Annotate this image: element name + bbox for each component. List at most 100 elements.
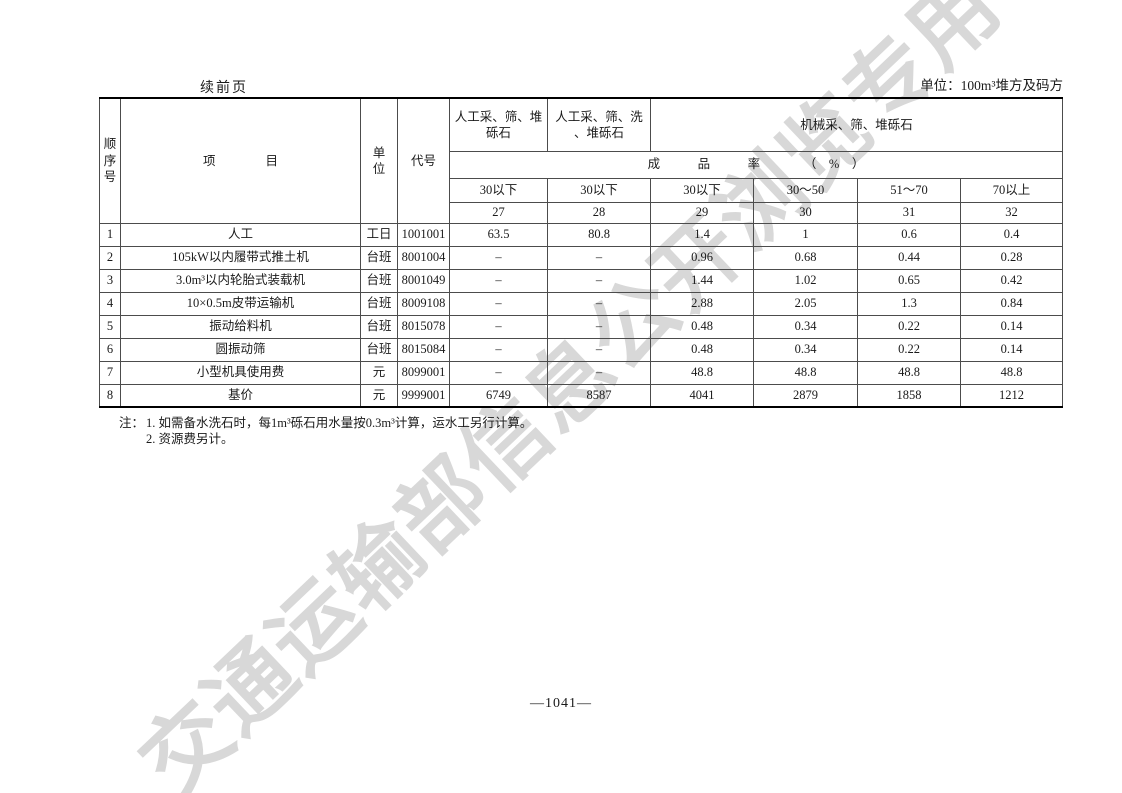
cell-unit: 元 — [360, 360, 398, 385]
colnum-header: 30 — [753, 201, 858, 224]
quota-table: 顺 序 号 项 目 单 位 代号 人工采、筛、堆 砾石 人工采、筛、洗 、堆砾石… — [99, 97, 1064, 408]
cell-value: – — [449, 291, 548, 316]
cell-value: 1.44 — [650, 268, 754, 293]
cell-unit: 工日 — [360, 222, 398, 247]
group-header-manual: 人工采、筛、堆 砾石 — [449, 97, 548, 152]
yield-rate-header: 成 品 率 （ % ） — [448, 150, 1064, 179]
cell-code: 8001049 — [397, 268, 450, 293]
cell-value: 1.4 — [650, 222, 754, 247]
cell-value: 8587 — [547, 383, 651, 408]
cell-item: 人工 — [120, 222, 361, 247]
cell-item: 振动给料机 — [120, 314, 361, 339]
cell-value: 0.28 — [959, 245, 1064, 270]
header-row-rate: 成 品 率 （ % ） — [100, 150, 1064, 179]
table-row: 4 10×0.5m皮带运输机 台班 8009108 – – 2.88 2.05 … — [99, 291, 1064, 316]
cell-code: 8001004 — [397, 245, 450, 270]
cell-value: – — [547, 291, 651, 316]
cell-code: 8099001 — [397, 360, 450, 385]
size-header: 30以下 — [449, 177, 548, 203]
cell-unit: 元 — [360, 383, 398, 408]
cell-seq: 6 — [99, 337, 121, 362]
cell-value: 4041 — [650, 383, 754, 408]
cell-value: 0.34 — [753, 314, 858, 339]
cell-value: 1858 — [857, 383, 961, 408]
table-row: 3 3.0m³以内轮胎式装载机 台班 8001049 – – 1.44 1.02… — [99, 268, 1064, 293]
cell-seq: 4 — [99, 291, 121, 316]
cell-value: 2.05 — [753, 291, 858, 316]
cell-value: 0.6 — [857, 222, 961, 247]
cell-value: – — [449, 268, 548, 293]
cell-unit: 台班 — [360, 268, 398, 293]
group-header-manual-wash: 人工采、筛、洗 、堆砾石 — [547, 97, 651, 152]
cell-value: – — [547, 314, 651, 339]
cell-value: – — [547, 245, 651, 270]
colnum-header: 32 — [959, 201, 1064, 224]
table-row: 7 小型机具使用费 元 8099001 – – 48.8 48.8 48.8 4… — [99, 360, 1064, 385]
cell-value: 1 — [753, 222, 858, 247]
cell-value: 63.5 — [449, 222, 548, 247]
cell-item: 圆振动筛 — [120, 337, 361, 362]
cell-value: 0.48 — [650, 337, 754, 362]
cell-value: 0.84 — [959, 291, 1064, 316]
cell-unit: 台班 — [360, 245, 398, 270]
group-header-machine: 机械采、筛、堆砾石 — [649, 97, 1064, 152]
cell-value: 0.34 — [753, 337, 858, 362]
cell-value: 0.4 — [959, 222, 1064, 247]
cell-value: 48.8 — [650, 360, 754, 385]
cell-item: 10×0.5m皮带运输机 — [120, 291, 361, 316]
cell-seq: 2 — [99, 245, 121, 270]
cell-item: 105kW以内履带式推土机 — [120, 245, 361, 270]
size-header: 30以下 — [547, 177, 651, 203]
table-row: 6 圆振动筛 台班 8015084 – – 0.48 0.34 0.22 0.1… — [99, 337, 1064, 362]
cell-code: 8015084 — [397, 337, 450, 362]
page-number: —1041— — [530, 696, 592, 711]
cell-seq: 8 — [99, 383, 121, 408]
note-line: 2. 资源费另计。 — [146, 432, 234, 446]
notes-block: 注： 1. 如需备水洗石时，每1m³砾石用水量按0.3m³计算，运水工另行计算。… — [119, 415, 532, 447]
note-line: 1. 如需备水洗石时，每1m³砾石用水量按0.3m³计算，运水工另行计算。 — [146, 416, 533, 430]
cell-value: 48.8 — [753, 360, 858, 385]
colnum-header: 29 — [650, 201, 754, 224]
code-column-header: 代号 — [397, 97, 450, 224]
cell-value: – — [547, 360, 651, 385]
table-row: 8 基价 元 9999001 6749 8587 4041 2879 1858 … — [99, 383, 1064, 408]
cell-code: 1001001 — [397, 222, 450, 247]
colnum-header: 27 — [449, 201, 548, 224]
cell-value: 0.22 — [857, 337, 961, 362]
unit-column-header: 单 位 — [360, 97, 398, 224]
cell-value: 1.02 — [753, 268, 858, 293]
cell-value: 0.68 — [753, 245, 858, 270]
cell-code: 8009108 — [397, 291, 450, 316]
cell-item: 小型机具使用费 — [120, 360, 361, 385]
cell-value: 1212 — [959, 383, 1064, 408]
cell-value: 1.3 — [857, 291, 961, 316]
colnum-header: 28 — [547, 201, 651, 224]
cell-seq: 3 — [99, 268, 121, 293]
table-row: 2 105kW以内履带式推土机 台班 8001004 – – 0.96 0.68… — [99, 245, 1064, 270]
cell-value: 2.88 — [650, 291, 754, 316]
cell-value: 48.8 — [959, 360, 1064, 385]
cell-value: – — [449, 314, 548, 339]
size-header: 30～50 — [753, 177, 858, 203]
size-header: 70以上 — [959, 177, 1064, 203]
cell-value: 2879 — [753, 383, 858, 408]
cell-unit: 台班 — [360, 314, 398, 339]
table-row: 5 振动给料机 台班 8015078 – – 0.48 0.34 0.22 0.… — [99, 314, 1064, 339]
cell-value: 0.44 — [857, 245, 961, 270]
cell-value: 0.22 — [857, 314, 961, 339]
cell-code: 9999001 — [397, 383, 450, 408]
size-header: 51～70 — [857, 177, 961, 203]
cell-value: 48.8 — [857, 360, 961, 385]
cell-code: 8015078 — [397, 314, 450, 339]
item-column-header: 项 目 — [120, 97, 361, 224]
cell-value: 0.96 — [650, 245, 754, 270]
continued-label: 续前页 — [200, 81, 248, 96]
size-header: 30以下 — [650, 177, 754, 203]
cell-value: 6749 — [449, 383, 548, 408]
cell-item: 基价 — [120, 383, 361, 408]
notes-label: 注： — [119, 416, 145, 430]
table-row: 1 人工 工日 1001001 63.5 80.8 1.4 1 0.6 0.4 — [99, 222, 1064, 247]
cell-value: 0.48 — [650, 314, 754, 339]
unit-label: 单位：100m³堆方及码方 — [920, 78, 1063, 93]
